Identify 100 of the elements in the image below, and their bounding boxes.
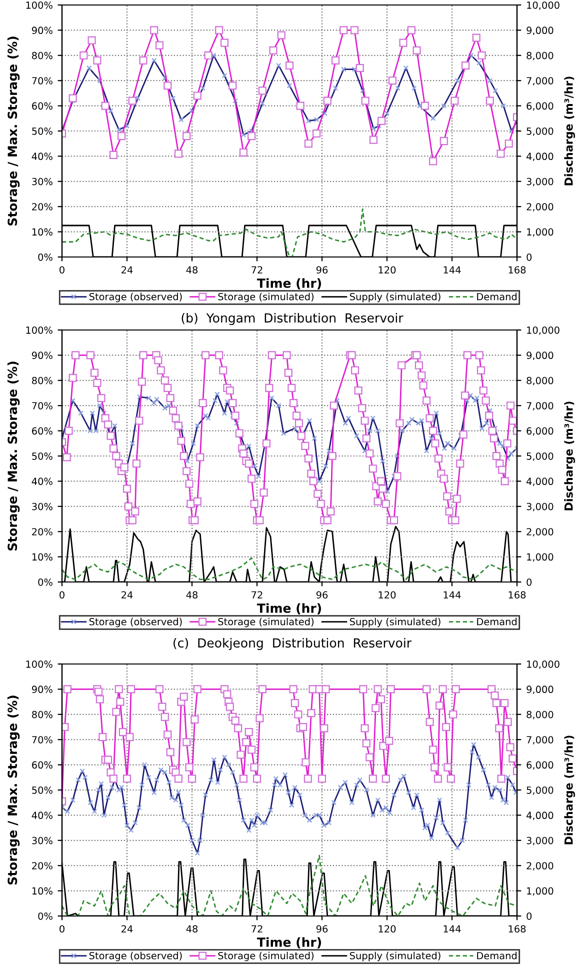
legend-label: Demand — [477, 292, 517, 300]
legend-label: Demand — [477, 618, 517, 626]
y-tick-label: 30% — [32, 178, 52, 186]
y2-tick-label: 1,000 — [527, 887, 554, 896]
y-tick-label: 40% — [32, 478, 52, 486]
x-tick-label: 168 — [508, 591, 526, 599]
y-tick-label: 10% — [32, 887, 52, 895]
legend-label: Supply (simulated) — [350, 618, 440, 628]
y-tick-label: 60% — [32, 761, 52, 769]
y2-tick-label: 8,000 — [526, 52, 554, 60]
y-tick-label: 10% — [32, 228, 52, 236]
y2-tick-label: 10,000 — [527, 326, 560, 335]
y-tick-label: 0% — [38, 912, 52, 920]
y2-tick-label: 1,000 — [527, 553, 554, 562]
y-tick-label: 90% — [32, 686, 52, 694]
x-tick-label: 144 — [444, 591, 461, 598]
y2-tick-label: 10,000 — [527, 660, 560, 669]
y2-tick-label: 8,000 — [526, 710, 554, 720]
y2-tick-label: 4,000 — [526, 152, 554, 162]
x-tick-label: 144 — [444, 925, 461, 932]
x-tick-label: 48 — [186, 591, 198, 599]
y-tick-label: 70% — [32, 77, 52, 84]
x-tick-label: 96 — [316, 925, 328, 933]
y-tick-label: 0% — [38, 578, 52, 586]
y2-axis-title: Discharge (m³/hr) — [564, 76, 576, 186]
y-tick-label: 0% — [38, 253, 52, 261]
legend-label: Supply (simulated) — [350, 292, 440, 302]
legend-label: Supply (simulated) — [350, 952, 440, 962]
x-tick-label: 120 — [378, 925, 396, 933]
y-tick-label: 50% — [32, 786, 52, 794]
y2-tick-label: 4,000 — [526, 812, 554, 820]
x-tick-label: 168 — [508, 266, 526, 274]
y-tick-label: 30% — [32, 502, 52, 510]
y2-tick-label: 7,000 — [526, 402, 554, 410]
y-tick-label: 100% — [26, 1, 52, 9]
x-tick-label: 0 — [60, 925, 64, 933]
y2-tick-label: 3,000 — [526, 178, 554, 186]
y2-tick-label: 2,000 — [526, 862, 554, 870]
y-tick-label: 40% — [32, 812, 52, 820]
x-tick-label: 0 — [60, 266, 64, 274]
y2-tick-label: 7,000 — [526, 77, 554, 86]
y2-tick-label: 6,000 — [526, 102, 554, 111]
y2-tick-label: 9,000 — [526, 352, 554, 360]
y2-tick-label: 6,000 — [526, 427, 554, 436]
y2-tick-label: 8,000 — [526, 376, 554, 386]
x-tick-label: 72 — [252, 591, 262, 598]
y-tick-label: 100% — [26, 660, 52, 668]
y-tick-label: 50% — [32, 452, 52, 460]
y-tick-label: 100% — [26, 326, 52, 334]
x-axis-title: Time (hr) — [256, 603, 322, 614]
x-axis-title: Time (hr) — [256, 278, 322, 290]
y2-tick-label: 0 — [526, 253, 532, 261]
legend-label: Storage (observed) — [89, 952, 182, 962]
y-tick-label: 60% — [32, 102, 52, 110]
legend-label: Storage (observed) — [89, 292, 182, 302]
y2-tick-label: 1,000 — [527, 228, 554, 237]
y2-tick-label: 2,000 — [526, 203, 554, 212]
legend-label: Storage (simulated) — [218, 292, 314, 302]
y2-tick-label: 9,000 — [526, 26, 554, 36]
legend-label: Demand — [477, 952, 517, 960]
y2-tick-label: 6,000 — [526, 761, 554, 770]
y-tick-label: 90% — [32, 352, 52, 360]
x-tick-label: 96 — [316, 266, 328, 274]
legend-label: Storage (simulated) — [218, 952, 314, 962]
x-tick-label: 0 — [60, 591, 64, 599]
y-axis-title: Storage / Max. Storage (%) — [7, 36, 20, 226]
x-tick-label: 24 — [122, 591, 133, 598]
y2-tick-label: 7,000 — [526, 736, 554, 744]
x-axis-title: Time (hr) — [256, 937, 322, 948]
y-tick-label: 20% — [32, 203, 52, 210]
y2-tick-label: 3,000 — [526, 836, 554, 846]
y-axis-title: Storage / Max. Storage (%) — [7, 362, 20, 550]
y2-tick-label: 4,000 — [526, 478, 554, 486]
x-tick-label: 120 — [378, 266, 396, 274]
y-tick-label: 60% — [32, 427, 52, 435]
y2-axis-title: Discharge (m³/hr) — [564, 736, 576, 844]
y2-tick-label: 5,000 — [526, 786, 554, 795]
x-tick-label: 96 — [316, 591, 328, 599]
y2-tick-label: 9,000 — [526, 686, 554, 694]
text: (b) Yongam Distribution Reservoir — [182, 312, 404, 326]
y2-tick-label: 3,000 — [526, 502, 554, 512]
y-tick-label: 40% — [32, 152, 52, 160]
y-axis-title: Storage / Max. Storage (%) — [7, 696, 20, 884]
x-tick-label: 168 — [508, 925, 526, 933]
x-tick-label: 24 — [122, 266, 133, 274]
y-tick-label: 10% — [32, 553, 52, 561]
text: (c) Deokjeong Distribution Reservoir — [174, 638, 412, 650]
y-tick-label: 80% — [32, 52, 52, 60]
y-tick-label: 70% — [32, 736, 52, 744]
x-tick-label: 144 — [444, 266, 461, 274]
y-tick-label: 80% — [32, 376, 52, 384]
x-tick-label: 72 — [252, 266, 262, 274]
y2-tick-label: 0 — [526, 578, 532, 586]
y-tick-label: 90% — [32, 26, 52, 34]
y-tick-label: 20% — [32, 862, 52, 870]
y2-tick-label: 2,000 — [526, 528, 554, 536]
legend-label: Storage (observed) — [89, 618, 182, 628]
x-tick-label: 72 — [252, 925, 262, 932]
y2-axis-title: Discharge (m³/hr) — [564, 402, 576, 510]
x-tick-label: 24 — [122, 925, 133, 932]
